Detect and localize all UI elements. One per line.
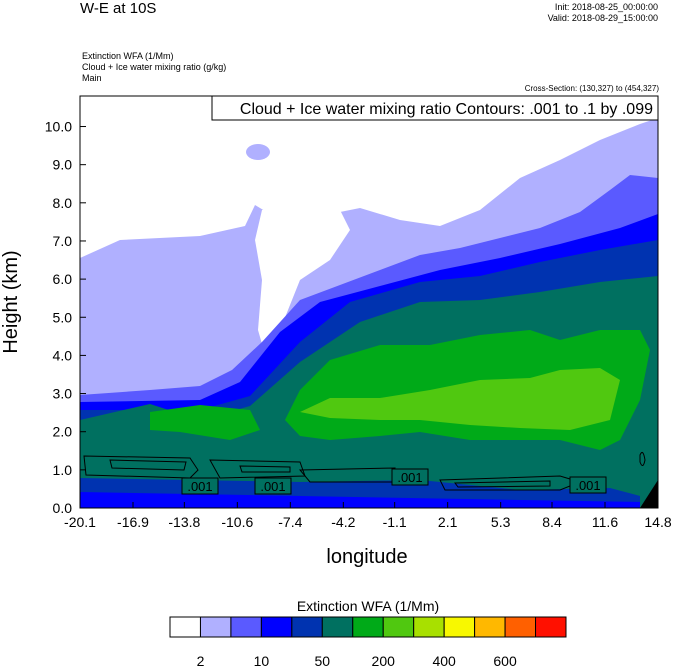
- y-tick-label: 2.0: [53, 424, 73, 440]
- colorbar-swatch: [169, 616, 201, 638]
- cloud-patch: [246, 144, 270, 160]
- y-tick-label: 8.0: [53, 195, 73, 211]
- x-tick-label: -20.1: [64, 514, 96, 530]
- contour-label-3: .001: [397, 470, 422, 485]
- colorbar-swatch: [199, 616, 232, 638]
- colorbar-label: 400: [432, 653, 456, 667]
- x-tick-label: -16.9: [117, 514, 149, 530]
- y-axis-label: Height (km): [0, 250, 22, 353]
- colorbar-label: 10: [254, 653, 270, 667]
- colorbar-title: Extinction WFA (1/Mm): [297, 598, 439, 614]
- x-tick-label: 14.8: [644, 514, 671, 530]
- y-tick-label: 1.0: [53, 462, 73, 478]
- x-tick-label: -1.1: [383, 514, 407, 530]
- level-lightgreen: [300, 368, 620, 430]
- y-tick-label: 3.0: [53, 386, 73, 402]
- valid-time: Valid: 2018-08-29_15:00:00: [547, 13, 658, 23]
- init-time: Init: 2018-08-25_00:00:00: [554, 2, 658, 12]
- chart-title: W-E at 10S: [80, 0, 157, 17]
- x-axis-label: longitude: [326, 546, 407, 568]
- x-tick-label: -13.8: [168, 514, 200, 530]
- y-tick-label: 10.0: [45, 119, 72, 135]
- level-green-2: [150, 405, 260, 440]
- cross-section-label: Cross-Section: (130,327) to (454,327): [524, 84, 659, 93]
- y-axis: 0.0 1.0 2.0 3.0 4.0 5.0 6.0 7.0 8.0 9.0 10.0: [45, 119, 86, 516]
- colorbar-swatch: [321, 616, 354, 638]
- colorbar-label: 600: [493, 653, 517, 667]
- extinction-field: .001 .001 .001 .001: [80, 96, 658, 508]
- colorbar-swatch: [443, 616, 476, 638]
- level-lowblue-2: [80, 492, 640, 508]
- colorbar-label: 2: [197, 653, 205, 667]
- colorbar-swatch: [260, 616, 293, 638]
- field-name-1: Extinction WFA (1/Mm): [82, 51, 174, 61]
- colorbar-swatch: [535, 616, 567, 638]
- x-tick-label: -10.6: [221, 514, 253, 530]
- colorbar-swatch: [474, 616, 506, 638]
- y-tick-label: 5.0: [53, 309, 73, 325]
- colorbar-label: 50: [315, 653, 331, 667]
- field-name-2: Cloud + Ice water mixing ratio (g/kg): [82, 62, 227, 72]
- colorbar-swatch: [413, 616, 445, 638]
- x-axis: -20.1 -16.9 -13.8 -10.6 -7.4 -4.2 -1.1 2.1 5.3 8.…: [64, 502, 672, 530]
- colorbar-swatch: [230, 616, 262, 638]
- y-tick-label: 6.0: [53, 271, 73, 287]
- y-tick-label: 7.0: [53, 233, 73, 249]
- x-tick-label: -4.2: [331, 514, 355, 530]
- colorbar-swatch: [291, 616, 323, 638]
- contour-label-1: .001: [187, 479, 212, 494]
- x-tick-label: 11.6: [592, 514, 618, 530]
- y-tick-label: 4.0: [53, 347, 73, 363]
- colorbar-label: 200: [372, 653, 396, 667]
- colorbar-swatch: [382, 616, 415, 638]
- contour-label-4: .001: [575, 478, 600, 493]
- contour-info-box: [211, 95, 659, 121]
- x-tick-label: 2.1: [438, 514, 458, 530]
- colorbar-swatch: [504, 616, 537, 638]
- y-tick-label: 9.0: [53, 157, 73, 173]
- x-tick-label: 8.4: [542, 514, 562, 530]
- x-tick-label: -7.4: [278, 514, 302, 530]
- contour-info-label: Cloud + Ice water mixing ratio Contours:…: [240, 101, 653, 118]
- colorbar-swatch: [352, 616, 384, 638]
- y-tick-label: 0.0: [53, 500, 73, 516]
- x-tick-label: 5.3: [491, 514, 511, 530]
- terrain: [640, 480, 658, 508]
- colorbar: 2 10 50 200 400 600: [169, 616, 567, 667]
- contour-label-2: .001: [260, 479, 285, 494]
- contour-labels: .001 .001 .001 .001: [181, 468, 607, 495]
- field-name-3: Main: [82, 73, 102, 83]
